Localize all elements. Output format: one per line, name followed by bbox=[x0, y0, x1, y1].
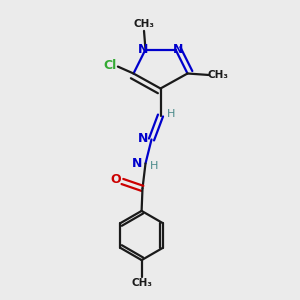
Text: Cl: Cl bbox=[104, 58, 117, 72]
Text: N: N bbox=[173, 43, 183, 56]
Text: N: N bbox=[132, 157, 142, 170]
Text: CH₃: CH₃ bbox=[208, 70, 229, 80]
Text: H: H bbox=[150, 161, 159, 171]
Text: CH₃: CH₃ bbox=[131, 278, 152, 288]
Text: N: N bbox=[138, 131, 148, 145]
Text: N: N bbox=[138, 43, 148, 56]
Text: CH₃: CH₃ bbox=[134, 19, 154, 29]
Text: O: O bbox=[110, 172, 121, 186]
Text: H: H bbox=[167, 109, 175, 119]
